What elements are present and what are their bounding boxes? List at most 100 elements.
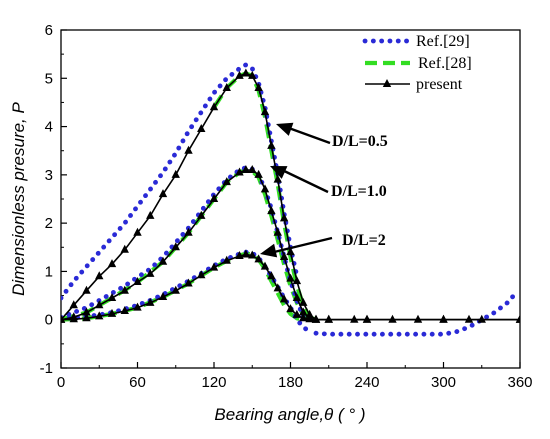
triangle-marker <box>350 314 359 323</box>
triangle-marker <box>388 314 397 323</box>
legend-label: present <box>416 76 463 93</box>
series-ref29-dl05 <box>61 62 300 301</box>
triangle-marker <box>299 313 308 322</box>
series-ref29-tail <box>313 293 516 337</box>
triangle-marker <box>209 102 219 111</box>
legend-label: Ref.[28] <box>418 55 472 72</box>
triangle-marker <box>235 70 244 79</box>
triangle-marker <box>299 297 308 306</box>
triangle-marker <box>82 285 91 294</box>
y-tick-label: 5 <box>45 70 53 87</box>
triangle-marker <box>286 273 295 282</box>
x-tick-label: 0 <box>57 374 65 391</box>
triangle-marker <box>184 278 193 287</box>
x-tick-label: 120 <box>201 374 226 391</box>
triangle-marker <box>222 255 231 264</box>
triangle-marker <box>464 314 474 323</box>
y-tick-label: 4 <box>45 119 53 136</box>
series-ref29-dl2 <box>61 249 312 335</box>
triangle-marker <box>133 302 142 311</box>
triangle-marker <box>248 165 257 174</box>
triangle-marker <box>95 300 104 309</box>
triangle-marker <box>69 314 78 323</box>
triangle-marker <box>209 262 219 271</box>
triangle-marker <box>254 82 263 91</box>
triangle-marker <box>95 271 104 280</box>
triangle-marker <box>241 249 251 258</box>
triangle-marker <box>120 285 129 294</box>
triangle-marker <box>107 259 117 268</box>
triangle-marker <box>158 189 168 198</box>
triangle-marker <box>248 70 257 79</box>
triangle-marker <box>133 277 142 286</box>
series-layer <box>61 62 520 337</box>
y-tick-label: -1 <box>40 360 53 377</box>
triangle-marker <box>279 294 289 303</box>
triangle-marker <box>248 250 257 259</box>
triangle-marker <box>82 313 91 322</box>
triangle-marker <box>260 107 270 116</box>
annotation-arrow-shaft <box>279 167 329 194</box>
triangle-marker <box>133 227 142 236</box>
legend: Ref.[29] Ref.[28] present <box>362 33 472 93</box>
triangle-marker <box>273 283 282 292</box>
annotation-layer: D/L=0.5 D/L=1.0 D/L=2 <box>260 122 388 258</box>
triangle-marker <box>120 306 129 315</box>
x-axis-label: Bearing angle,θ ( ° ) <box>214 405 365 424</box>
x-tick-label: 360 <box>507 374 532 391</box>
triangle-marker <box>222 177 231 186</box>
triangle-marker <box>515 314 520 323</box>
triangle-marker <box>158 256 168 265</box>
y-tick-label: 0 <box>45 312 53 329</box>
triangle-marker <box>197 123 206 132</box>
x-tick-label: 240 <box>354 374 379 391</box>
triangle-marker <box>254 254 263 263</box>
x-tick-label: 180 <box>278 374 303 391</box>
triangle-marker <box>120 244 129 253</box>
triangle-marker <box>260 184 270 193</box>
triangle-marker <box>267 206 276 215</box>
triangle-marker <box>61 314 66 323</box>
triangle-marker <box>209 194 219 202</box>
annotation-label: D/L=1.0 <box>331 183 387 200</box>
triangle-marker <box>107 308 117 317</box>
triangle-marker <box>254 169 263 178</box>
triangle-marker <box>305 314 314 323</box>
triangle-marker <box>235 250 244 259</box>
triangle-marker <box>286 247 295 256</box>
annotation-arrowhead <box>276 122 294 136</box>
triangle-marker <box>267 140 276 149</box>
series-ref28-dl10 <box>61 167 311 322</box>
triangle-marker <box>146 297 155 306</box>
triangle-marker <box>311 314 321 323</box>
triangle-marker <box>107 292 117 301</box>
triangle-marker <box>197 210 206 219</box>
triangle-marker <box>477 314 486 323</box>
triangle-marker <box>241 68 251 77</box>
triangle-marker <box>439 314 448 323</box>
triangle-marker <box>241 165 251 174</box>
triangle-marker <box>82 307 91 316</box>
annotation-arrow-shaft <box>285 125 331 145</box>
triangle-marker <box>267 271 276 280</box>
triangle-marker <box>279 251 289 260</box>
triangle-marker <box>292 292 302 301</box>
triangle-marker <box>171 169 180 178</box>
triangle-marker <box>362 314 372 323</box>
triangle-marker <box>222 82 231 91</box>
triangle-marker <box>69 300 78 309</box>
annotation-label: D/L=0.5 <box>332 133 388 150</box>
annotation-label: D/L=2 <box>342 232 386 249</box>
triangle-marker <box>292 309 302 318</box>
triangle-marker <box>299 307 308 316</box>
triangle-marker <box>146 268 155 277</box>
triangle-marker <box>146 210 155 219</box>
y-tick-label: 6 <box>45 22 53 39</box>
triangle-marker <box>184 145 193 154</box>
annotation-arrow-shaft <box>269 236 333 255</box>
y-tick-label: 2 <box>45 215 53 232</box>
triangle-marker <box>235 167 244 176</box>
triangle-marker <box>95 311 104 320</box>
triangle-marker <box>286 304 295 313</box>
